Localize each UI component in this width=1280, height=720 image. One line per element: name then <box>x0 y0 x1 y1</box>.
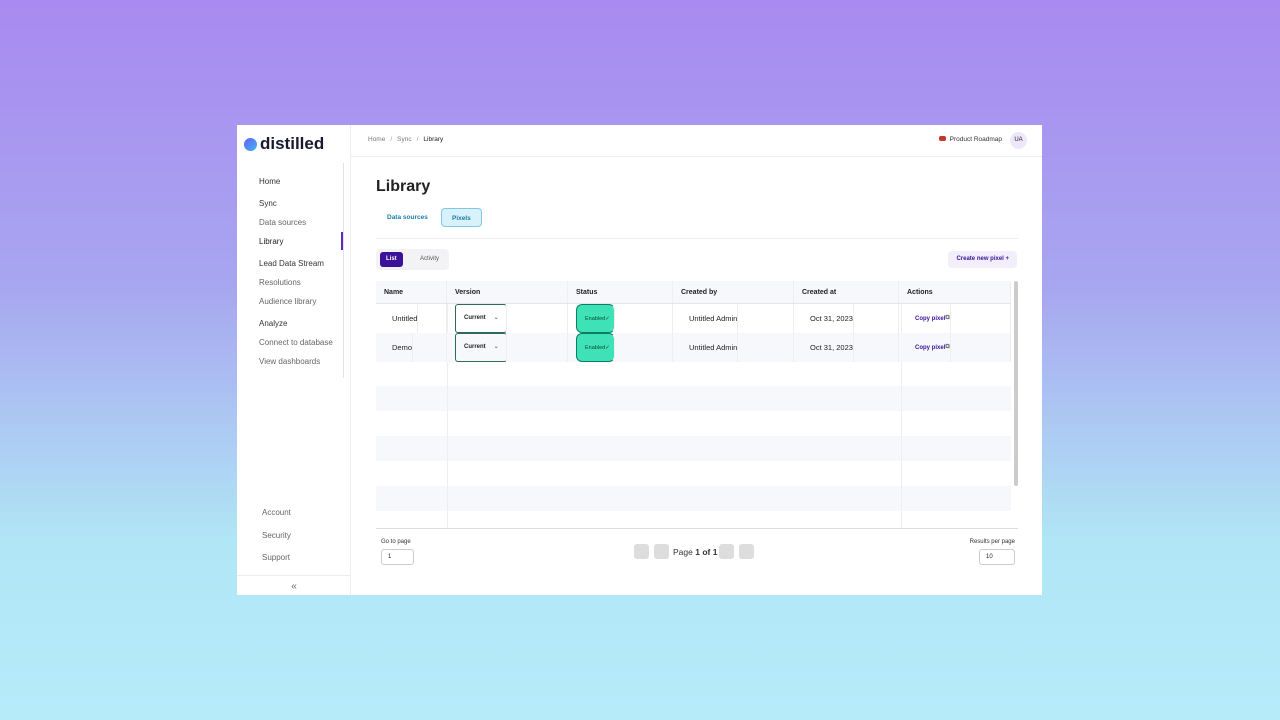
tab[interactable]: Pixels <box>441 208 482 227</box>
per-page-label: Results per page <box>969 539 1015 545</box>
column-header: Version <box>447 281 568 303</box>
column-header: Status <box>568 281 673 303</box>
table-cell: Oct 31, 2023 <box>794 333 899 362</box>
nav-bottom[interactable]: Support <box>262 553 291 562</box>
table-cell: Current <box>447 304 568 333</box>
column-header: Actions <box>899 281 1011 303</box>
page-indicator: Page 1 of 1 <box>673 547 717 557</box>
nav-subitem[interactable]: Audience library <box>259 297 317 306</box>
nav-item[interactable]: Home <box>259 177 281 186</box>
breadcrumb: HomeSyncLibrary <box>368 136 443 143</box>
table-cell: Untitled <box>376 304 447 333</box>
nav-bottom[interactable]: Security <box>262 531 291 540</box>
status-badge: Enabled <box>576 333 615 362</box>
page-label: Page <box>673 547 693 557</box>
table-cell: Demo <box>376 333 447 362</box>
tab[interactable]: Data sources <box>387 214 428 221</box>
subtab[interactable]: List <box>380 252 403 267</box>
nav-item[interactable]: Lead Data Stream <box>259 259 324 268</box>
nav-subitem[interactable]: Resolutions <box>259 278 301 287</box>
subtab[interactable]: Activity <box>420 256 440 262</box>
version-select[interactable]: Current <box>455 333 507 362</box>
nav-subitem[interactable]: Connect to database <box>259 338 333 347</box>
created-by: Untitled Admin <box>681 304 739 333</box>
table-cell: Enabled <box>568 304 673 333</box>
created-at: Oct 31, 2023 <box>802 304 854 333</box>
crumb[interactable]: Sync <box>385 136 411 143</box>
table-cell: Copy pixel <box>899 333 1011 362</box>
app-window: distilled Home Sync Data sources Library… <box>237 125 1042 595</box>
table-row: Untitled Current Enabled Untitled Admin Oct … <box>376 304 1011 333</box>
column-header: Created by <box>673 281 794 303</box>
go-to-input[interactable]: 1 <box>381 549 414 565</box>
logo: distilled <box>244 134 324 154</box>
table-cell: Current <box>447 333 568 362</box>
nav-subitem[interactable]: Library <box>259 237 284 246</box>
create-button[interactable]: Create new pixel + <box>948 251 1017 268</box>
table-cell: Untitled Admin <box>673 304 794 333</box>
table: Name Version Status Created by Created at Act… <box>376 281 1018 529</box>
nav-subitem[interactable]: View dashboards <box>259 357 321 366</box>
created-at: Oct 31, 2023 <box>802 333 854 362</box>
of-label: of <box>702 547 711 557</box>
nav-bottom[interactable]: Account <box>262 508 291 517</box>
workspace-select[interactable]: Product Roadmap <box>939 136 1002 143</box>
sidebar: distilled Home Sync Data sources Library… <box>237 125 351 595</box>
copy-pixel[interactable]: Copy pixel <box>907 333 951 362</box>
name: Demo <box>384 333 414 362</box>
page-title: Library <box>376 178 431 195</box>
column-header: Name <box>376 281 447 303</box>
main: HomeSyncLibrary Product Roadmap UA Libra… <box>351 125 1042 595</box>
current-page: 1 <box>695 547 700 557</box>
crumb: Library <box>412 136 443 143</box>
per-page-select[interactable]: 10 <box>979 549 1015 565</box>
logo-text: distilled <box>260 134 325 153</box>
view-toggle: List Activity <box>376 249 449 270</box>
avatar[interactable]: UA <box>1010 132 1027 149</box>
total-pages: 1 <box>712 547 718 557</box>
table-cell: Enabled <box>568 333 673 362</box>
nav-subitem[interactable]: Data sources <box>259 218 307 227</box>
nav-item[interactable]: Sync <box>259 199 277 208</box>
nav-item[interactable]: Analyze <box>259 319 288 328</box>
name: Untitled <box>384 304 419 333</box>
version-select[interactable]: Current <box>455 304 507 333</box>
table-cell: Oct 31, 2023 <box>794 304 899 333</box>
table-header: Name Version Status Created by Created at Act… <box>376 281 1011 304</box>
table-cell: Copy pixel <box>899 304 1011 333</box>
crumb[interactable]: Home <box>368 136 386 143</box>
copy-pixel[interactable]: Copy pixel <box>907 304 951 333</box>
column-header: Created at <box>794 281 899 303</box>
topbar: HomeSyncLibrary Product Roadmap UA <box>351 125 1042 157</box>
table-cell: Untitled Admin <box>673 333 794 362</box>
go-to-label: Go to page <box>381 539 411 545</box>
status-badge: Enabled <box>576 304 615 333</box>
collapse-button[interactable]: « <box>237 575 351 592</box>
created-by: Untitled Admin <box>681 333 739 362</box>
table-row: Demo Current Enabled Untitled Admin Oct 31, … <box>376 333 1011 362</box>
